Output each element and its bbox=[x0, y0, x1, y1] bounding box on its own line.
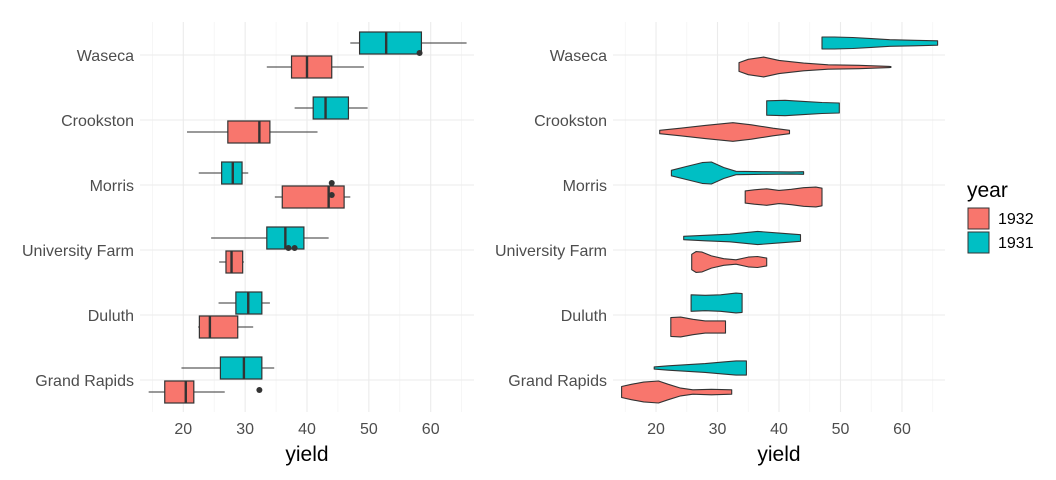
box-waseca-1932 bbox=[290, 55, 333, 79]
y-tick-label-university-farm: University Farm bbox=[22, 243, 134, 260]
y-tick-label-waseca: Waseca bbox=[550, 48, 607, 65]
violin-duluth-1931 bbox=[690, 292, 743, 314]
x-tick-label: 60 bbox=[893, 421, 911, 438]
legend-key-1931 bbox=[967, 231, 990, 254]
x-tick-label: 40 bbox=[298, 421, 316, 438]
x-tick-label: 30 bbox=[236, 421, 254, 438]
x-tick-label: 40 bbox=[770, 421, 788, 438]
outlier-waseca-1931 bbox=[416, 50, 423, 56]
violin-morris-1931 bbox=[670, 161, 805, 185]
y-tick-label-duluth: Duluth bbox=[561, 308, 607, 325]
y-tick-label-grand-rapids: Grand Rapids bbox=[508, 373, 607, 390]
legend-label-1931: 1931 bbox=[998, 235, 1034, 252]
violin-waseca-1931 bbox=[821, 36, 939, 50]
box-grand-rapids-1931 bbox=[219, 356, 263, 380]
box-crookston-1931 bbox=[312, 96, 350, 120]
box-duluth-1932 bbox=[198, 315, 239, 339]
outlier-grand-rapids-1932 bbox=[256, 387, 263, 393]
box-crookston-1932 bbox=[227, 120, 271, 144]
outlier-university-farm-1931 bbox=[285, 245, 292, 251]
y-tick-label-duluth: Duluth bbox=[88, 308, 134, 325]
x-axis-title: yield bbox=[285, 443, 328, 466]
y-tick-label-morris: Morris bbox=[90, 178, 134, 195]
violin-crookston-1931 bbox=[766, 99, 840, 117]
y-tick-label-crookston: Crookston bbox=[534, 113, 607, 130]
violin-university-farm-1931 bbox=[683, 230, 802, 246]
violin-morris-1932 bbox=[744, 186, 823, 208]
legend-key-1932 bbox=[967, 207, 990, 230]
y-tick-label-university-farm: University Farm bbox=[495, 243, 607, 260]
violin-crookston-1932 bbox=[659, 122, 791, 142]
x-tick-label: 20 bbox=[647, 421, 665, 438]
x-tick-label: 30 bbox=[709, 421, 727, 438]
legend-label-1932: 1932 bbox=[998, 211, 1034, 228]
y-tick-label-grand-rapids: Grand Rapids bbox=[35, 373, 134, 390]
violin-duluth-1932 bbox=[670, 316, 727, 338]
violin-university-farm-1932 bbox=[691, 251, 768, 273]
box-university-farm-1932 bbox=[225, 250, 244, 274]
violin-grand-rapids-1932 bbox=[621, 380, 733, 404]
boxplot-panel: 20 30 40 50 60 Waseca Crookston Morris Universit… bbox=[22, 22, 474, 466]
legend-title: year bbox=[967, 179, 1008, 202]
x-tick-label: 60 bbox=[422, 421, 440, 438]
legend: year 1932 1931 bbox=[967, 179, 1034, 254]
x-tick-label: 50 bbox=[360, 421, 378, 438]
x-tick-label: 20 bbox=[174, 421, 192, 438]
box-waseca-1931 bbox=[358, 31, 423, 55]
outlier-university-farm-1931 bbox=[291, 245, 298, 251]
box-morris-1932 bbox=[281, 185, 345, 209]
violin-panel: 20 30 40 50 60 Waseca Crookston Morris Universit… bbox=[495, 22, 945, 466]
x-axis-title: yield bbox=[757, 443, 800, 466]
y-tick-label-crookston: Crookston bbox=[61, 113, 134, 130]
violin-grand-rapids-1931 bbox=[653, 360, 747, 376]
y-tick-label-waseca: Waseca bbox=[77, 48, 134, 65]
outlier-morris-1932 bbox=[328, 192, 335, 198]
y-tick-label-morris: Morris bbox=[563, 178, 607, 195]
outlier-morris-1931 bbox=[328, 180, 335, 186]
x-tick-label: 50 bbox=[832, 421, 850, 438]
violin-waseca-1932 bbox=[738, 56, 892, 78]
box-grand-rapids-1932 bbox=[164, 380, 195, 404]
